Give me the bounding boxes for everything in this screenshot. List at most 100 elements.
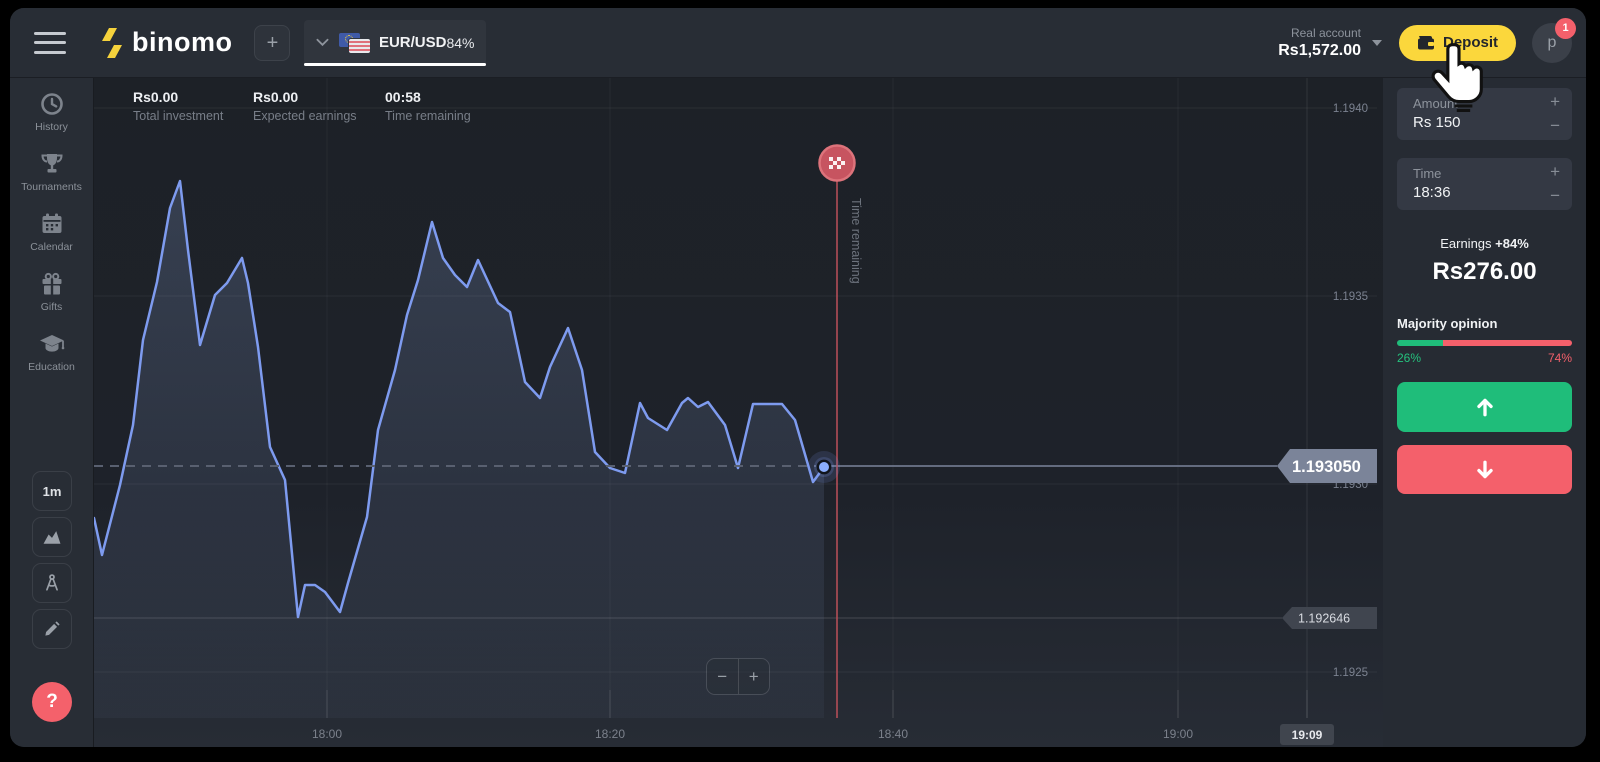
stat-label: Expected earnings bbox=[253, 109, 357, 123]
sidebar-label: Education bbox=[28, 361, 75, 373]
y-tick-label: 1.1940 bbox=[1333, 103, 1368, 115]
trade-stats: Rs0.00 Total investment Rs0.00 Expected … bbox=[133, 89, 471, 123]
sidebar-item-education[interactable]: Education bbox=[10, 331, 93, 391]
help-button[interactable]: ? bbox=[32, 682, 72, 722]
sidebar-label: Gifts bbox=[40, 301, 63, 313]
majority-up-percent: 26% bbox=[1397, 351, 1422, 365]
earnings-label: Earnings bbox=[1440, 236, 1492, 251]
indicators-button[interactable] bbox=[32, 563, 72, 603]
time-value: 18:36 bbox=[1413, 184, 1451, 201]
chart-area[interactable]: Rs0.00 Total investment Rs0.00 Expected … bbox=[94, 78, 1383, 747]
trade-up-button[interactable] bbox=[1397, 382, 1572, 432]
avatar-initial: p bbox=[1547, 33, 1557, 51]
gift-icon bbox=[42, 272, 61, 295]
earnings-percent: +84% bbox=[1495, 236, 1529, 251]
stat-value: Rs0.00 bbox=[133, 89, 179, 105]
time-marker-label: Time remaining bbox=[849, 198, 863, 284]
arrow-up-icon bbox=[1476, 398, 1493, 417]
amount-field[interactable]: Amount Rs 150 + − bbox=[1397, 88, 1572, 140]
notification-badge: 1 bbox=[1555, 17, 1576, 39]
asset-payout: 84% bbox=[446, 34, 475, 51]
time-label: Time bbox=[1413, 166, 1442, 181]
sidebar-item-gifts[interactable]: Gifts bbox=[10, 271, 93, 331]
time-decrease-button[interactable]: − bbox=[1550, 186, 1560, 205]
chart-zoom-controls: − + bbox=[706, 658, 770, 695]
level-price-tag bbox=[1282, 607, 1377, 629]
app-window: binomo + EUR/USD 84% Real account Rs1,57… bbox=[10, 8, 1586, 747]
area-chart-icon bbox=[43, 531, 61, 544]
stat-label: Time remaining bbox=[385, 109, 471, 123]
majority-opinion: Majority opinion 26% 74% bbox=[1397, 316, 1572, 365]
time-field[interactable]: Time 18:36 + − bbox=[1397, 158, 1572, 210]
sidebar-item-history[interactable]: History bbox=[10, 91, 93, 151]
sidebar-label: Tournaments bbox=[21, 181, 82, 193]
x-tick-label: 19:09 bbox=[1292, 728, 1323, 742]
asset-tab[interactable]: EUR/USD 84% bbox=[304, 19, 487, 66]
stat-total-investment: Rs0.00 Total investment bbox=[133, 89, 253, 123]
compass-icon bbox=[46, 574, 58, 591]
amount-value: Rs 150 bbox=[1413, 114, 1461, 131]
sidebar-item-calendar[interactable]: Calendar bbox=[10, 211, 93, 271]
checker-cell bbox=[837, 157, 841, 161]
avatar[interactable]: p 1 bbox=[1532, 17, 1576, 63]
sidebar-label: History bbox=[35, 121, 68, 133]
calendar-icon bbox=[42, 213, 61, 233]
pencil-icon bbox=[45, 621, 60, 636]
account-chevron-icon[interactable] bbox=[1371, 39, 1383, 47]
zoom-out-button[interactable]: − bbox=[707, 659, 739, 694]
wallet-icon bbox=[1417, 36, 1434, 50]
chart-type-button[interactable] bbox=[32, 517, 72, 557]
sidebar-item-tournaments[interactable]: Tournaments bbox=[10, 151, 93, 211]
amount-decrease-button[interactable]: − bbox=[1550, 116, 1560, 135]
y-tick-label: 1.1925 bbox=[1333, 667, 1368, 679]
checker-cell bbox=[833, 161, 837, 165]
majority-down-percent: 74% bbox=[1547, 351, 1572, 365]
x-tick-label: 18:00 bbox=[312, 727, 342, 741]
amount-increase-button[interactable]: + bbox=[1550, 92, 1560, 111]
stat-value: 00:58 bbox=[385, 89, 421, 105]
account-balance: Rs1,572.00 bbox=[1278, 41, 1361, 59]
topbar: binomo + EUR/USD 84% Real account Rs1,57… bbox=[10, 8, 1586, 78]
x-tick-label: 18:20 bbox=[595, 727, 625, 741]
price-dot bbox=[816, 459, 832, 475]
menu-icon[interactable] bbox=[34, 31, 66, 54]
majority-down-fill bbox=[1442, 340, 1572, 346]
trade-down-button[interactable] bbox=[1397, 445, 1572, 494]
stat-time-remaining: 00:58 Time remaining bbox=[385, 89, 471, 123]
trade-panel: Amount Rs 150 + − Time 18:36 + − Earning… bbox=[1383, 78, 1586, 747]
current-price-tag bbox=[1277, 449, 1377, 483]
zoom-in-button[interactable]: + bbox=[738, 659, 769, 694]
x-tick-label: 19:00 bbox=[1163, 727, 1193, 741]
majority-label: Majority opinion bbox=[1397, 316, 1498, 331]
drawing-button[interactable] bbox=[32, 609, 72, 649]
brand-name: binomo bbox=[132, 27, 233, 57]
amount-label: Amount bbox=[1413, 96, 1458, 111]
deposit-label: Deposit bbox=[1442, 34, 1498, 51]
y-tick-label: 1.1935 bbox=[1333, 291, 1368, 303]
price-area bbox=[94, 181, 824, 718]
history-clock-icon bbox=[40, 93, 63, 115]
majority-up-fill bbox=[1397, 340, 1443, 346]
account-switcher[interactable]: Real account Rs1,572.00 bbox=[1278, 26, 1361, 60]
asset-pair: EUR/USD bbox=[378, 34, 447, 51]
checker-cell bbox=[829, 165, 833, 169]
time-increase-button[interactable]: + bbox=[1550, 162, 1560, 181]
x-tick-label: 18:40 bbox=[878, 727, 908, 741]
timeframe-button[interactable]: 1m bbox=[32, 471, 72, 511]
earnings-summary: Earnings +84% Rs276.00 bbox=[1397, 236, 1572, 286]
price-line bbox=[94, 179, 826, 619]
checker-cell bbox=[837, 165, 841, 169]
trophy-icon bbox=[40, 154, 63, 173]
checker-cell bbox=[829, 157, 833, 161]
majority-bar bbox=[1397, 340, 1572, 346]
add-asset-button[interactable]: + bbox=[254, 24, 291, 61]
chevron-down-icon[interactable] bbox=[316, 38, 329, 47]
earnings-amount: Rs276.00 bbox=[1432, 258, 1537, 285]
arrow-down-icon bbox=[1476, 460, 1493, 478]
deposit-button[interactable]: Deposit bbox=[1398, 24, 1516, 61]
left-sidebar: History Tournaments bbox=[10, 78, 94, 747]
level-price-tag-label: 1.192646 bbox=[1298, 612, 1350, 626]
currency-pair-flags bbox=[339, 31, 371, 55]
stat-value: Rs0.00 bbox=[253, 89, 299, 105]
